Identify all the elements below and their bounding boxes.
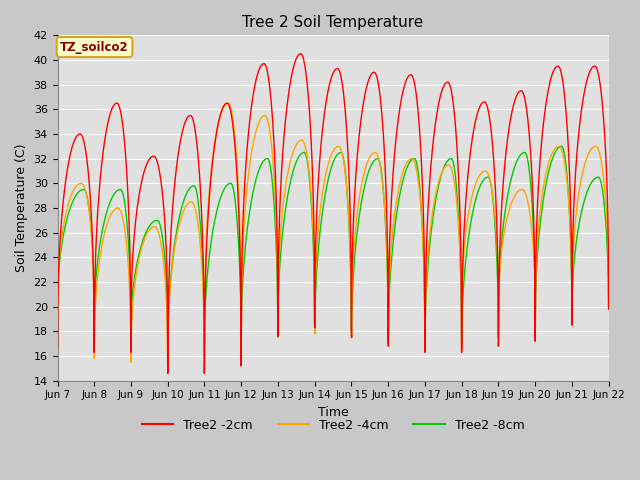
Tree2 -2cm: [207, 170, 215, 176]
Legend: Tree2 -2cm, Tree2 -4cm, Tree2 -8cm: Tree2 -2cm, Tree2 -4cm, Tree2 -8cm: [137, 414, 529, 437]
Tree2 -4cm: [224, 100, 232, 106]
Tree2 -8cm: [557, 144, 565, 149]
Tree2 -2cm: [557, 67, 564, 72]
Text: TZ_soilco2: TZ_soilco2: [60, 40, 129, 53]
Tree2 -2cm: [572, 168, 580, 173]
Tree2 -2cm: [493, 251, 501, 257]
Tree2 -4cm: [493, 259, 501, 264]
Tree2 -4cm: [362, 166, 369, 171]
Tree2 -4cm: [164, 365, 172, 371]
Tree2 -4cm: [207, 165, 215, 171]
Line: Tree2 -4cm: Tree2 -4cm: [58, 103, 609, 368]
Tree2 -2cm: [164, 371, 172, 376]
Tree2 -4cm: [605, 306, 612, 312]
Tree2 -8cm: [349, 276, 357, 282]
Tree2 -8cm: [54, 298, 61, 303]
Tree2 -8cm: [493, 271, 501, 277]
Line: Tree2 -8cm: Tree2 -8cm: [58, 146, 609, 344]
Tree2 -4cm: [349, 256, 357, 262]
Tree2 -8cm: [572, 244, 580, 250]
Tree2 -2cm: [54, 345, 61, 350]
Tree2 -2cm: [349, 219, 357, 225]
Tree2 -2cm: [297, 51, 305, 57]
Tree2 -8cm: [361, 181, 369, 187]
Tree2 -4cm: [557, 144, 564, 150]
Tree2 -8cm: [605, 304, 612, 310]
Title: Tree 2 Soil Temperature: Tree 2 Soil Temperature: [243, 15, 424, 30]
X-axis label: Time: Time: [317, 406, 348, 419]
Tree2 -4cm: [54, 316, 61, 322]
Tree2 -8cm: [164, 341, 172, 347]
Line: Tree2 -2cm: Tree2 -2cm: [58, 54, 609, 373]
Tree2 -4cm: [572, 215, 580, 220]
Tree2 -2cm: [362, 90, 369, 96]
Tree2 -2cm: [605, 306, 612, 312]
Tree2 -8cm: [556, 144, 564, 149]
Tree2 -8cm: [207, 237, 215, 242]
Y-axis label: Soil Temperature (C): Soil Temperature (C): [15, 144, 28, 272]
